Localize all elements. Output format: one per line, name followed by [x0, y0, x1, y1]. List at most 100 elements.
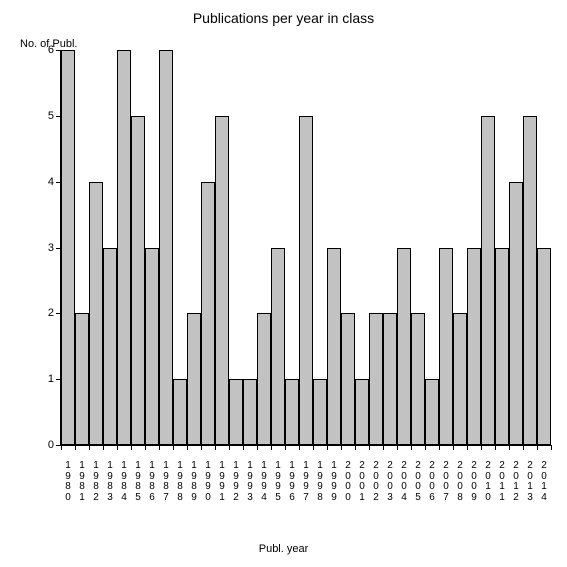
x-tick-label: 1994 — [258, 461, 270, 503]
y-tick-label: 3 — [36, 242, 54, 254]
x-tick — [397, 445, 398, 450]
x-tick-label: 1988 — [174, 461, 186, 503]
bar — [117, 50, 131, 445]
y-tick-label: 6 — [36, 44, 54, 56]
bar — [243, 379, 257, 445]
x-tick-label: 1996 — [286, 461, 298, 503]
bar — [187, 313, 201, 445]
x-tick — [271, 445, 272, 450]
x-tick-label: 2014 — [538, 461, 550, 503]
bar — [159, 50, 173, 445]
x-tick-label: 1992 — [230, 461, 242, 503]
x-tick-label: 2004 — [398, 461, 410, 503]
bar — [215, 116, 229, 445]
bar — [425, 379, 439, 445]
x-tick — [383, 445, 384, 450]
x-tick-label: 1981 — [76, 461, 88, 503]
chart-title: Publications per year in class — [0, 10, 567, 26]
x-tick-label: 2010 — [482, 461, 494, 503]
y-tick-label: 5 — [36, 110, 54, 122]
x-tick — [495, 445, 496, 450]
bar — [327, 248, 341, 446]
x-tick — [439, 445, 440, 450]
bar — [341, 313, 355, 445]
x-axis-label: Publ. year — [0, 543, 567, 555]
x-tick-label: 2012 — [510, 461, 522, 503]
x-tick — [229, 445, 230, 450]
x-tick-label: 2001 — [356, 461, 368, 503]
x-tick — [313, 445, 314, 450]
x-tick — [299, 445, 300, 450]
x-tick — [159, 445, 160, 450]
bar — [537, 248, 551, 446]
x-tick-label: 2007 — [440, 461, 452, 503]
x-tick-label: 2002 — [370, 461, 382, 503]
x-tick — [341, 445, 342, 450]
x-tick — [89, 445, 90, 450]
bar — [61, 50, 75, 445]
x-tick — [369, 445, 370, 450]
bar — [271, 248, 285, 446]
x-tick — [61, 445, 62, 450]
plot-area: 0123456198019811982198319841985198619871… — [60, 50, 551, 446]
bar — [481, 116, 495, 445]
bar — [383, 313, 397, 445]
x-tick — [243, 445, 244, 450]
x-tick — [285, 445, 286, 450]
x-tick — [467, 445, 468, 450]
bar — [467, 248, 481, 446]
x-tick-label: 1984 — [118, 461, 130, 503]
x-tick — [411, 445, 412, 450]
bar — [313, 379, 327, 445]
x-tick-label: 2000 — [342, 461, 354, 503]
x-tick — [117, 445, 118, 450]
bar — [411, 313, 425, 445]
y-tick-label: 4 — [36, 176, 54, 188]
x-tick-label: 1997 — [300, 461, 312, 503]
bar — [75, 313, 89, 445]
x-tick-label: 1982 — [90, 461, 102, 503]
x-tick-label: 1995 — [272, 461, 284, 503]
bar — [89, 182, 103, 445]
x-tick — [187, 445, 188, 450]
x-tick — [537, 445, 538, 450]
x-tick-label: 1985 — [132, 461, 144, 503]
x-tick — [551, 445, 552, 450]
x-tick-label: 1998 — [314, 461, 326, 503]
bar — [397, 248, 411, 446]
x-tick — [327, 445, 328, 450]
y-tick-label: 0 — [36, 439, 54, 451]
y-tick-label: 2 — [36, 307, 54, 319]
x-tick — [145, 445, 146, 450]
chart-container: Publications per year in class No. of Pu… — [0, 0, 567, 567]
bar — [103, 248, 117, 446]
x-tick-label: 1986 — [146, 461, 158, 503]
x-tick — [425, 445, 426, 450]
x-tick-label: 1993 — [244, 461, 256, 503]
bar — [509, 182, 523, 445]
x-tick-label: 2005 — [412, 461, 424, 503]
bar — [201, 182, 215, 445]
x-tick-label: 2013 — [524, 461, 536, 503]
x-tick-label: 2011 — [496, 461, 508, 503]
x-tick-label: 1990 — [202, 461, 214, 503]
bar — [369, 313, 383, 445]
bar — [299, 116, 313, 445]
x-tick — [215, 445, 216, 450]
x-tick-label: 1989 — [188, 461, 200, 503]
bar — [523, 116, 537, 445]
bar — [131, 116, 145, 445]
x-tick — [103, 445, 104, 450]
bar — [229, 379, 243, 445]
x-tick-label: 2008 — [454, 461, 466, 503]
x-tick — [201, 445, 202, 450]
x-tick — [509, 445, 510, 450]
x-tick-label: 2003 — [384, 461, 396, 503]
x-tick — [75, 445, 76, 450]
y-tick-label: 1 — [36, 373, 54, 385]
bar — [355, 379, 369, 445]
bar — [495, 248, 509, 446]
x-tick-label: 2006 — [426, 461, 438, 503]
bar — [173, 379, 187, 445]
bar — [439, 248, 453, 446]
